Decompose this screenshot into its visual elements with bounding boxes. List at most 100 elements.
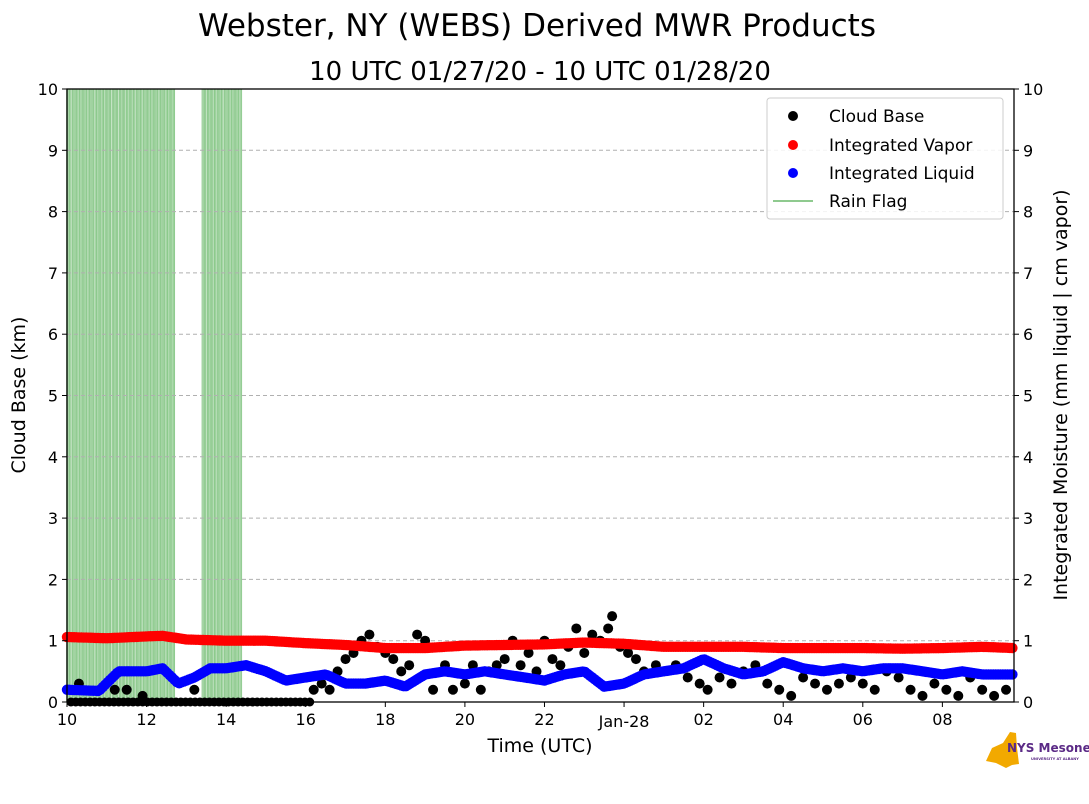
y2-tick-label: 2 bbox=[1023, 570, 1033, 589]
cloud-base-point bbox=[364, 629, 375, 640]
cloud-base-point bbox=[630, 654, 641, 665]
y-tick-label: 1 bbox=[48, 632, 58, 651]
cloud-base-point bbox=[1001, 684, 1012, 695]
cloud-base-point bbox=[694, 678, 705, 689]
liquid-point bbox=[1007, 669, 1018, 680]
cloud-base-point bbox=[682, 672, 693, 683]
cloud-base-point bbox=[833, 678, 844, 689]
data-layer bbox=[61, 611, 1018, 707]
x-tick-label: 06 bbox=[853, 710, 873, 729]
cloud-base-point bbox=[447, 684, 458, 695]
y-tick-label: 6 bbox=[48, 325, 58, 344]
legend-entry-vapor: Integrated Vapor bbox=[829, 136, 972, 156]
new-york-state-shape-icon bbox=[986, 732, 1019, 768]
cloud-base-point bbox=[786, 690, 797, 701]
cloud-base-point bbox=[475, 684, 486, 695]
y2-tick-label: 7 bbox=[1023, 264, 1033, 283]
chart-subtitle: 10 UTC 01/27/20 - 10 UTC 01/28/20 bbox=[309, 57, 771, 87]
cloud-base-point bbox=[941, 684, 952, 695]
y2-tick-label: 0 bbox=[1023, 693, 1033, 712]
cloud-base-point bbox=[774, 684, 785, 695]
cloud-base-point bbox=[953, 690, 964, 701]
y2-axis-label: Integrated Moisture (mm liquid | cm vapo… bbox=[1050, 189, 1072, 600]
logo-text: NYS Mesonet bbox=[1007, 741, 1089, 755]
y-tick-label: 2 bbox=[48, 570, 58, 589]
cloud-base-point bbox=[989, 690, 1000, 701]
y2-tick-label: 1 bbox=[1023, 632, 1033, 651]
y2-tick-label: 5 bbox=[1023, 387, 1033, 406]
y-axis-label: Cloud Base (km) bbox=[8, 317, 30, 474]
cloud-base-point bbox=[499, 654, 510, 665]
y2-tick-label: 8 bbox=[1023, 203, 1033, 222]
cloud-base-point bbox=[917, 690, 928, 701]
chart-title: Webster, NY (WEBS) Derived MWR Products bbox=[198, 8, 876, 44]
cloud-base-point bbox=[523, 647, 534, 658]
x-tick-label: 16 bbox=[296, 710, 316, 729]
y-tick-label: 10 bbox=[38, 80, 58, 99]
legend-entry-rain: Rain Flag bbox=[829, 192, 907, 212]
y-tick-label: 7 bbox=[48, 264, 58, 283]
cloud-base-point bbox=[762, 678, 773, 689]
cloud-base-point bbox=[714, 672, 725, 683]
cloud-base-point bbox=[547, 654, 558, 665]
y-tick-label: 0 bbox=[48, 693, 58, 712]
cloud-base-point bbox=[121, 684, 132, 695]
cloud-base-point bbox=[388, 654, 399, 665]
nys-mesonet-logo: NYS Mesonet UNIVERSITY AT ALBANY bbox=[986, 732, 1089, 768]
cloud-base-point bbox=[857, 678, 868, 689]
cloud-base-point bbox=[308, 684, 319, 695]
legend-entry-liquid: Integrated Liquid bbox=[829, 164, 975, 184]
cloud-base-point bbox=[893, 672, 904, 683]
cloud-base-point bbox=[810, 678, 821, 689]
cloud-base-point bbox=[137, 690, 148, 701]
cloud-base-point bbox=[459, 678, 470, 689]
cloud-base-point bbox=[324, 684, 335, 695]
y-tick-label: 3 bbox=[48, 509, 58, 528]
x-tick-label: 14 bbox=[216, 710, 236, 729]
cloud-base-point bbox=[702, 684, 713, 695]
x-tick-label: 22 bbox=[534, 710, 554, 729]
y2-tick-label: 10 bbox=[1023, 80, 1043, 99]
vapor-point bbox=[1007, 642, 1018, 654]
cloud-base-point bbox=[515, 660, 526, 671]
legend-marker-liquid bbox=[788, 168, 798, 178]
cloud-base-point bbox=[929, 678, 940, 689]
cloud-base-point bbox=[316, 678, 327, 689]
legend-box bbox=[766, 97, 1004, 220]
cloud-base-point bbox=[396, 666, 407, 677]
y2-tick-label: 9 bbox=[1023, 141, 1033, 160]
x-axis-label: Time (UTC) bbox=[486, 735, 592, 757]
cloud-base-point bbox=[404, 660, 415, 671]
cloud-base-point bbox=[726, 678, 737, 689]
x-tick-label: 08 bbox=[932, 710, 952, 729]
cloud-base-point bbox=[603, 623, 614, 634]
cloud-base-point bbox=[579, 647, 590, 658]
y2-tick-label: 6 bbox=[1023, 325, 1033, 344]
cloud-base-point bbox=[109, 684, 120, 695]
legend-marker-vapor bbox=[788, 140, 798, 150]
cloud-base-point bbox=[905, 684, 916, 695]
y2-tick-label: 3 bbox=[1023, 509, 1033, 528]
x-tick-label: 02 bbox=[693, 710, 713, 729]
cloud-base-point bbox=[821, 684, 832, 695]
x-tick-label: Jan-28 bbox=[598, 712, 650, 731]
legend-marker-cloud-base bbox=[788, 111, 798, 121]
cloud-base-point bbox=[623, 647, 634, 658]
cloud-base-point bbox=[869, 684, 880, 695]
cloud-base-point bbox=[587, 629, 598, 640]
cloud-base-point bbox=[571, 623, 582, 634]
legend-entry-cloud-base: Cloud Base bbox=[829, 107, 924, 127]
y-tick-label: 8 bbox=[48, 203, 58, 222]
y2-tick-label: 4 bbox=[1023, 448, 1033, 467]
cloud-base-point bbox=[798, 672, 809, 683]
cloud-base-point bbox=[340, 654, 351, 665]
logo-subtext: UNIVERSITY AT ALBANY bbox=[1031, 757, 1079, 761]
legend: Cloud Base Integrated Vapor Integrated L… bbox=[766, 97, 1004, 220]
y-tick-label: 9 bbox=[48, 141, 58, 160]
x-tick-label: 18 bbox=[375, 710, 395, 729]
cloud-base-point bbox=[555, 660, 566, 671]
x-tick-label: 10 bbox=[57, 710, 77, 729]
cloud-base-point bbox=[428, 684, 439, 695]
